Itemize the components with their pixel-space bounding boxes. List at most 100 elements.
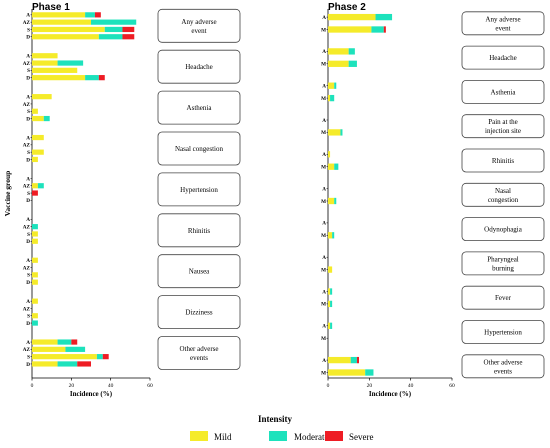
bar-segment-moderate [365, 369, 374, 376]
legend-swatch [269, 431, 287, 441]
category-label: Hypertension [180, 186, 218, 194]
category-label-box [461, 320, 545, 344]
x-tick-label: 60 [449, 383, 455, 389]
bar-segment-moderate [334, 197, 337, 205]
category-label: burning [492, 264, 514, 272]
bar-segment-mild [328, 369, 366, 376]
category-label: congestion [488, 196, 519, 204]
bar-segment-severe [122, 26, 135, 33]
category-label: Fever [495, 294, 512, 302]
category-label: events [494, 367, 512, 375]
group-tick-label: A [26, 176, 30, 182]
bar-segment-mild [32, 183, 38, 189]
group-tick-label: S [27, 27, 30, 33]
bar-segment-moderate [348, 60, 357, 67]
bar-segment-mild [328, 26, 372, 33]
bar-segment-mild [32, 26, 105, 33]
category-label-box [157, 295, 241, 330]
category-label: event [191, 27, 206, 35]
x-tick-label: 40 [108, 383, 114, 389]
category-label: Asthenia [187, 104, 213, 112]
bar-segment-mild [32, 12, 86, 18]
group-tick-label: D [26, 321, 30, 327]
bar-segment-moderate [330, 94, 335, 102]
group-tick-label: A [322, 152, 326, 158]
category-label: Pain at the [488, 118, 518, 126]
bar-segment-moderate [350, 356, 357, 364]
category-label: event [495, 24, 510, 32]
category-label: Odynophagia [484, 226, 523, 234]
bar-segment-mild [328, 288, 331, 295]
x-tick-label: 20 [367, 383, 373, 389]
bar-segment-moderate [85, 12, 95, 18]
bar-segment-moderate [332, 232, 335, 239]
bar-segment-mild [328, 13, 376, 21]
chart-title: Phase 1 [32, 2, 70, 13]
category-label: Other adverse [179, 345, 218, 353]
group-tick-label: A [322, 118, 326, 124]
category-label-box [461, 182, 545, 207]
bar-segment-moderate [375, 13, 393, 21]
bar-segment-mild [32, 94, 52, 100]
group-tick-label: S [27, 314, 30, 320]
group-tick-label: A [322, 324, 326, 330]
group-tick-label: AZ [23, 184, 31, 190]
group-tick-label: A [322, 49, 326, 55]
bar-segment-mild [32, 34, 99, 40]
legend-label: Moderate [294, 432, 328, 442]
legend-title: Intensity [258, 414, 293, 424]
bar-segment-mild [32, 279, 38, 285]
group-tick-label: S [27, 232, 30, 238]
bar-segment-mild [328, 232, 333, 239]
category-label: Nasal [495, 187, 511, 195]
category-label-box [461, 217, 545, 242]
x-tick-label: 0 [327, 383, 330, 389]
group-tick-label: S [27, 191, 30, 197]
bar-segment-mild [32, 19, 91, 25]
bar-segment-mild [32, 149, 44, 155]
bar-segment-severe [356, 356, 359, 364]
bar-segment-moderate [91, 19, 137, 25]
bar-segment-mild [32, 108, 38, 114]
group-tick-label: M [321, 27, 326, 33]
bar-segment-mild [328, 82, 335, 89]
group-tick-label: AZ [23, 20, 31, 26]
bar-segment-mild [328, 94, 331, 102]
bar-segment-moderate [43, 115, 50, 122]
bar-segment-moderate [330, 322, 333, 329]
bar-segment-severe [98, 75, 105, 81]
group-tick-label: S [27, 68, 30, 74]
category-label: Rhinitis [492, 157, 514, 165]
category-label: Nausea [189, 268, 210, 276]
bar-segment-moderate [32, 320, 38, 326]
bar-segment-mild [328, 151, 331, 158]
bar-segment-moderate [330, 300, 333, 308]
group-tick-label: M [321, 233, 326, 239]
bar-segment-moderate [104, 26, 123, 33]
bar-segment-mild [32, 361, 58, 367]
bar-segment-mild [32, 238, 38, 244]
group-tick-label: A [322, 84, 326, 90]
group-tick-label: A [26, 217, 30, 223]
bar-segment-mild [32, 53, 58, 59]
bar-segment-moderate [85, 75, 99, 81]
group-tick-label: S [27, 354, 30, 360]
x-tick-label: 60 [147, 383, 153, 389]
bar-segment-mild [32, 231, 38, 237]
category-label-box [461, 114, 545, 139]
category-label-box [157, 90, 241, 125]
bar-segment-moderate [340, 129, 343, 136]
x-axis-label: Incidence (%) [369, 390, 412, 398]
legend-swatch [190, 431, 208, 441]
bar-segment-mild [32, 272, 38, 278]
bar-segment-severe [122, 34, 135, 40]
category-label: Any adverse [181, 18, 216, 26]
bar-segment-mild [32, 346, 66, 352]
category-label: Nasal congestion [175, 145, 224, 153]
bar-segment-mild [32, 134, 44, 141]
bar-segment-moderate [57, 361, 78, 367]
group-tick-label: D [26, 35, 30, 41]
bar-segment-severe [32, 190, 38, 196]
group-tick-label: D [26, 75, 30, 81]
